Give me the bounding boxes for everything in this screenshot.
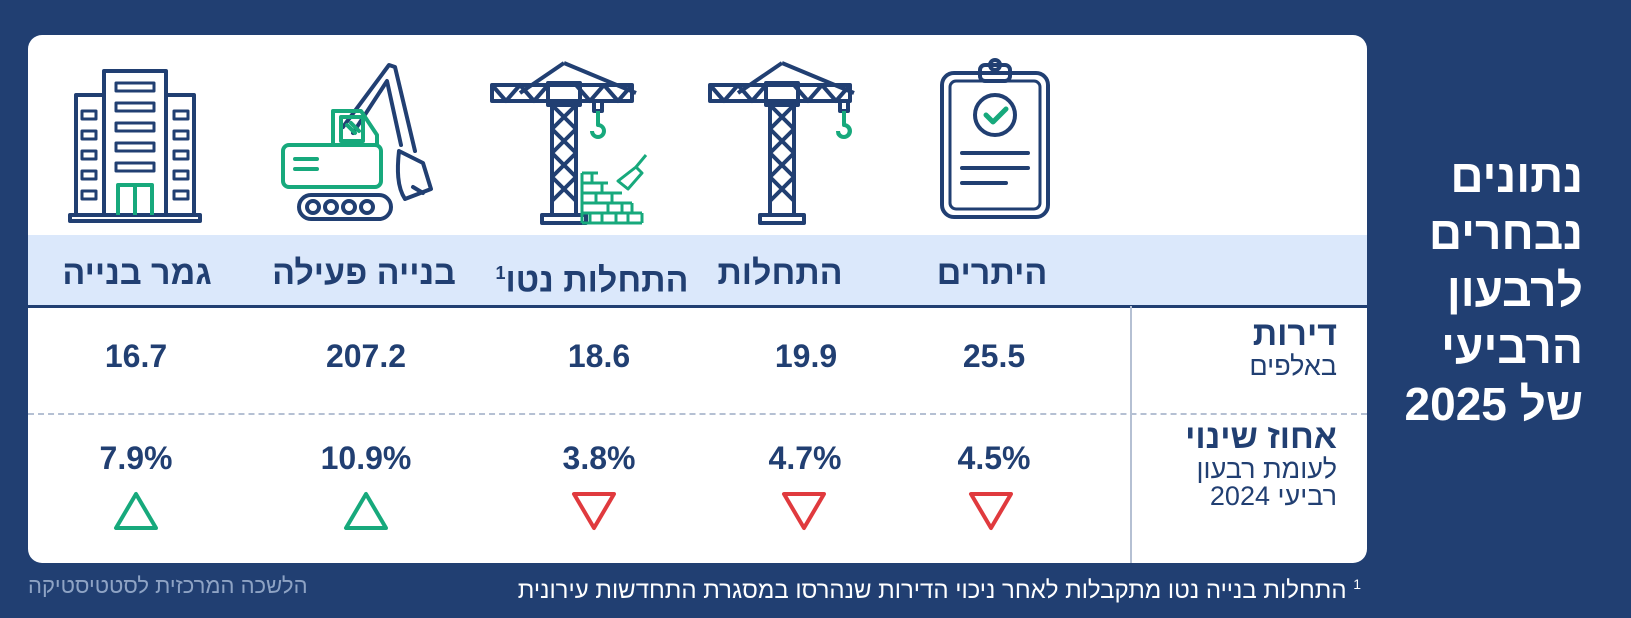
pct-starts: 4.7% (768, 440, 842, 476)
side-title-line: נבחרים (1428, 207, 1583, 259)
row-divider (28, 413, 1367, 415)
clipboard-check-icon (906, 55, 1086, 235)
column-header-active-construction: בנייה פעילה (272, 254, 456, 292)
row-label-divider (1130, 306, 1132, 563)
tower-crane-icon (696, 55, 876, 235)
column-header-starts: התחלות (717, 254, 843, 292)
increase-triangle-icon (28, 490, 246, 532)
side-title-line: לרבעון (1446, 264, 1583, 316)
footnote-text: התחלות בנייה נטו מתקבלות לאחר ניכוי הדיר… (517, 577, 1347, 604)
side-title-line: נתונים (1450, 150, 1583, 202)
value-starts: 19.9 (774, 338, 838, 374)
column-header-permits: היתרים (936, 254, 1048, 292)
decrease-triangle-icon (484, 490, 704, 532)
crane-bricks-icon (478, 55, 658, 235)
increase-triangle-icon (256, 490, 476, 532)
building-icon (46, 55, 226, 235)
column-header-band (28, 235, 1367, 308)
pct-net-starts: 3.8% (562, 440, 636, 476)
row-label-change: אחוז שינוי לעומת רבעון רביעי 2024 (1185, 418, 1337, 511)
side-title-line: הרביעי (1441, 321, 1583, 373)
pct-active-construction: 10.9% (320, 440, 412, 476)
value-active-construction: 207.2 (325, 338, 407, 374)
footnote-marker: 1 (1353, 576, 1361, 592)
pct-permits: 4.5% (957, 440, 1031, 476)
stats-card: היתרים התחלות התחלות נטו1 בנייה פעילה גמ… (28, 35, 1367, 563)
column-header-completions: גמר בנייה (62, 254, 212, 292)
source-credit: הלשכה המרכזית לסטטיסטיקה (28, 573, 308, 598)
decrease-triangle-icon (881, 490, 1101, 532)
pct-completions: 7.9% (99, 440, 173, 476)
column-header-net-starts: התחלות נטו1 (495, 261, 689, 300)
value-permits: 25.5 (962, 338, 1026, 374)
row-label-dwellings: דירות באלפים (1249, 315, 1337, 381)
footnote-marker: 1 (495, 263, 506, 283)
excavator-icon (261, 55, 441, 235)
footnote: 1 התחלות בנייה נטו מתקבלות לאחר ניכוי הד… (518, 576, 1361, 605)
value-net-starts: 18.6 (567, 338, 631, 374)
side-title-line: של 2025 (1404, 378, 1583, 430)
decrease-triangle-icon (694, 490, 914, 532)
value-completions: 16.7 (104, 338, 168, 374)
side-title: נתונים נבחרים לרבעון הרביעי של 2025 (1353, 148, 1583, 433)
